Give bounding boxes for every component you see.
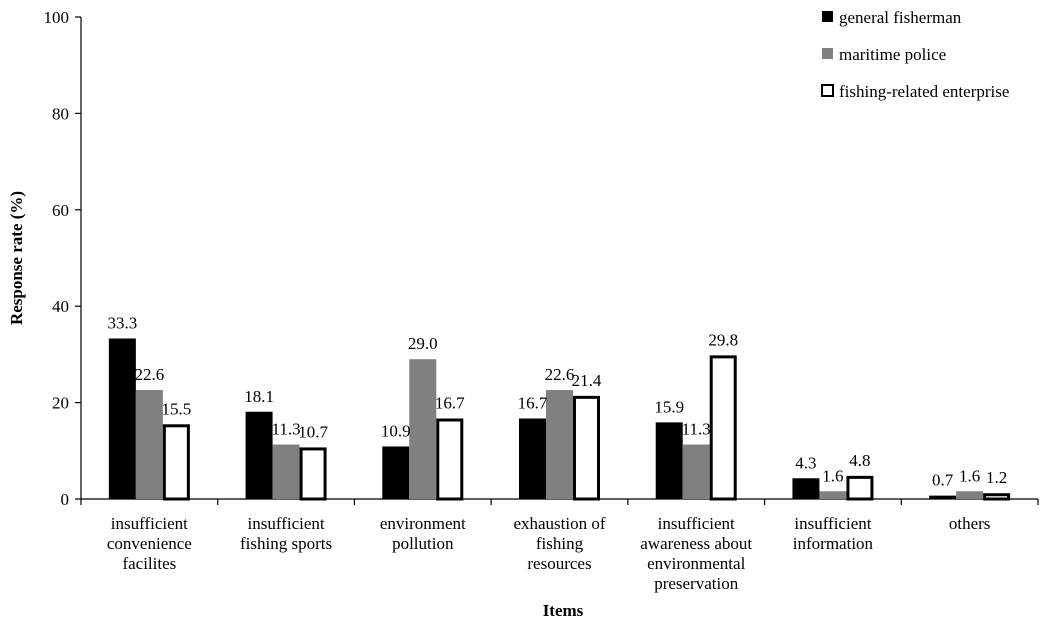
data-label: 11.3	[682, 420, 711, 439]
bar-2	[819, 491, 847, 499]
legend-swatch	[822, 48, 833, 59]
category-label: insufficient information	[793, 514, 874, 553]
data-label: 10.7	[298, 422, 328, 441]
category-labels: insufficient convenience facilites insuffic…	[107, 514, 991, 593]
y-tick-label: 80	[52, 104, 69, 123]
legend-label: fishing-related enterprise	[839, 82, 1009, 101]
data-label: 29.0	[408, 334, 438, 353]
data-label: 4.3	[795, 453, 816, 472]
bar-2	[546, 390, 573, 499]
data-label: 15.5	[161, 399, 191, 418]
legend-swatch	[822, 11, 833, 22]
legend-swatch	[821, 84, 834, 97]
data-label: 4.8	[849, 451, 870, 470]
bar-3	[436, 418, 464, 501]
bar-1	[929, 495, 957, 499]
bar-2	[956, 491, 984, 499]
data-label: 29.8	[708, 330, 738, 349]
data-label: 11.3	[272, 420, 301, 439]
category-label: insufficient awareness about environmental…	[640, 514, 752, 593]
legend-label: maritime police	[839, 45, 946, 64]
data-label: 1.2	[986, 468, 1007, 487]
bar-1	[792, 478, 820, 499]
data-label: 0.7	[932, 471, 954, 490]
data-labels: 33.322.615.518.111.310.7 10.929.016.7 16.7…	[107, 313, 1007, 489]
data-label: 22.6	[134, 365, 164, 384]
bar-1	[519, 418, 546, 499]
y-tick-label: 20	[52, 394, 69, 413]
legend-label: general fisherman	[839, 8, 962, 27]
bar-1	[108, 338, 136, 499]
y-tick-label: 0	[61, 490, 70, 509]
data-label: 1.6	[959, 466, 980, 485]
data-label: 1.6	[822, 466, 843, 485]
bar-3	[983, 493, 1011, 501]
category-label: insufficient convenience facilites	[107, 514, 192, 573]
bar-3	[162, 424, 190, 501]
data-label: 16.7	[518, 394, 548, 413]
data-label: 10.9	[381, 421, 411, 440]
data-label: 16.7	[435, 394, 465, 413]
category-label: exhaustion of fishing resources	[513, 514, 605, 573]
axes: 0 20 40 60 80 100	[44, 8, 1039, 509]
data-label: 15.9	[654, 397, 684, 416]
bar-2	[682, 444, 710, 499]
bar-1	[655, 422, 683, 499]
y-axis-title: Response rate (%)	[7, 191, 26, 325]
bar-2	[409, 359, 437, 499]
bar-3	[709, 355, 737, 501]
bar-3	[299, 447, 327, 501]
data-label: 18.1	[244, 387, 274, 406]
legend: general fisherman maritime police fishing-…	[821, 8, 1009, 101]
y-tick-label: 40	[52, 297, 69, 316]
bar-3	[573, 395, 600, 501]
x-axis-title: Items	[543, 601, 584, 620]
category-label: others	[949, 514, 991, 533]
data-label: 21.4	[572, 371, 602, 390]
bar-3	[846, 475, 874, 501]
y-tick-label: 100	[44, 8, 70, 27]
bar-1	[382, 446, 410, 499]
category-label: environment pollution	[380, 514, 466, 553]
data-label: 33.3	[107, 313, 137, 332]
bar-2	[135, 390, 163, 499]
category-label: insufficient fishing sports	[240, 514, 332, 553]
bar-2	[272, 444, 300, 499]
y-tick-label: 60	[52, 201, 69, 220]
bars	[108, 338, 1011, 501]
bar-1	[245, 411, 273, 499]
data-label: 22.6	[545, 365, 575, 384]
